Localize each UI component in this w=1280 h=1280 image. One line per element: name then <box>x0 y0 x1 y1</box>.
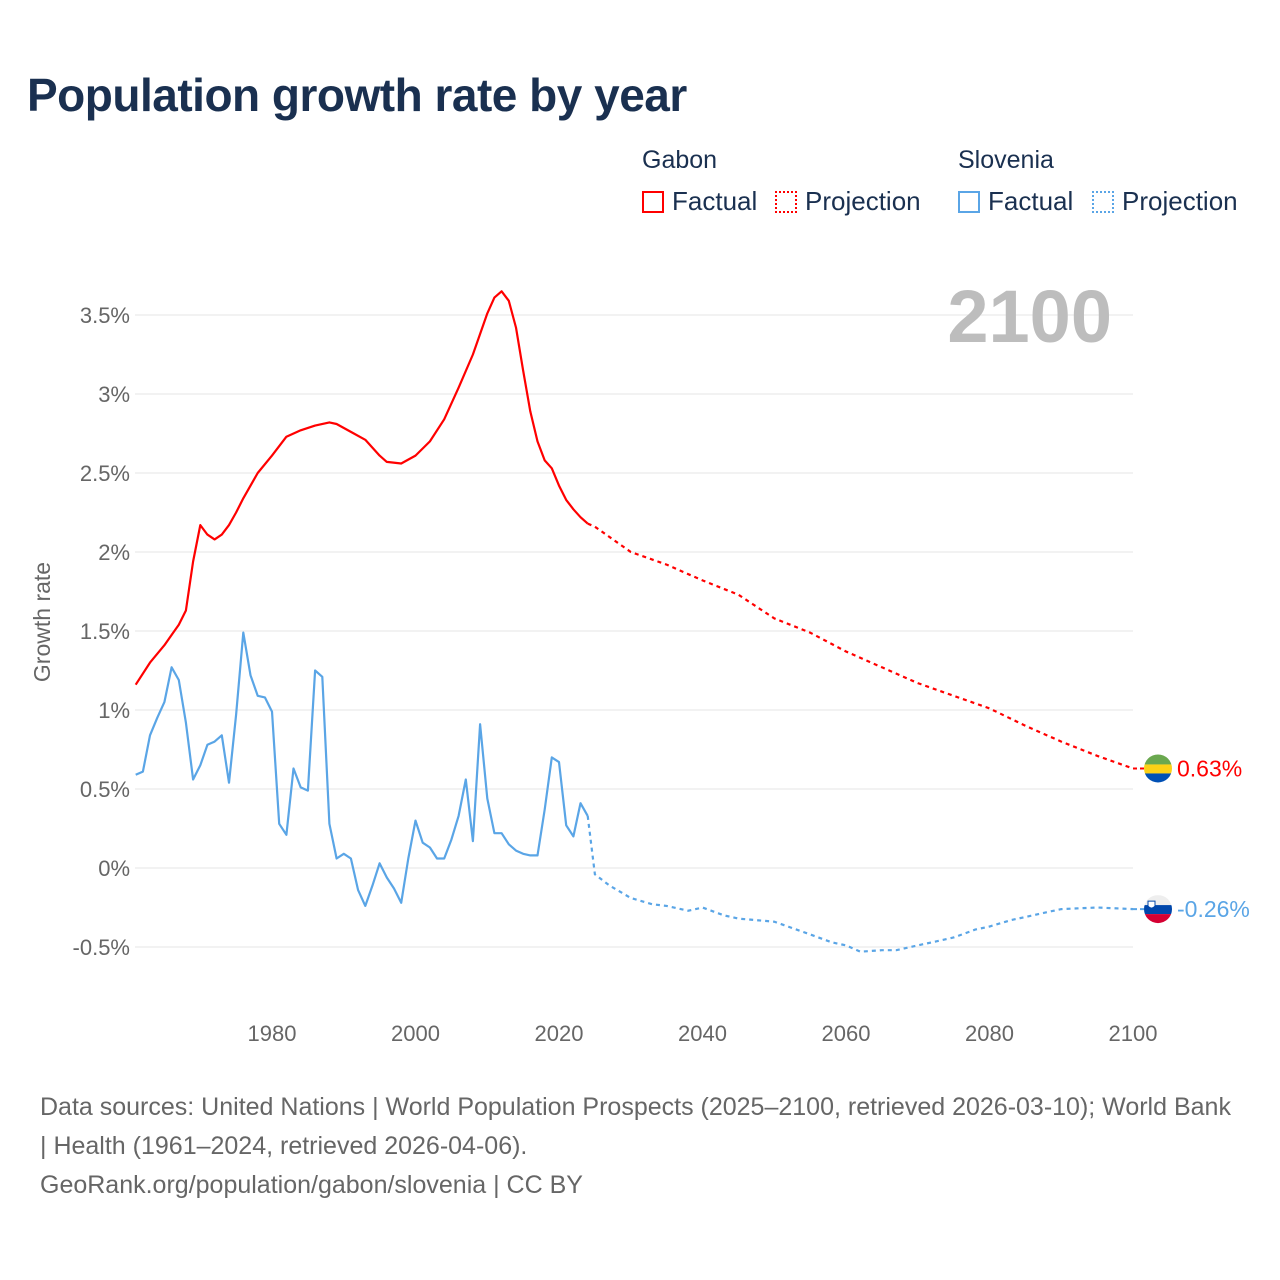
legend-swatch-solid-icon <box>958 190 980 213</box>
x-tick-label: 1980 <box>248 1021 297 1046</box>
legend-label: Factual <box>988 186 1074 216</box>
legend-label: Projection <box>805 186 921 216</box>
x-tick-label: 2020 <box>535 1021 584 1046</box>
legend-slovenia-projection[interactable]: Projection <box>1092 186 1238 217</box>
legend-group-slovenia: Slovenia <box>958 146 1054 174</box>
y-tick-labels: -0.5% 0% 0.5% 1% 1.5% 2% 2.5% 3% 3.5% <box>73 303 130 960</box>
y-axis-label: Growth rate <box>29 562 55 682</box>
series-lines <box>134 290 1134 953</box>
y-tick-label: 2.5% <box>80 461 130 486</box>
legend-swatch-dotted-icon <box>775 190 797 213</box>
chart-title: Population growth rate by year <box>27 69 687 121</box>
legend-swatch-solid-icon <box>642 190 664 213</box>
slovenia-flag-icon <box>1144 895 1172 924</box>
x-tick-label: 2000 <box>391 1021 440 1046</box>
legend-gabon-factual[interactable]: Factual <box>642 186 757 217</box>
line-chart: -0.5% 0% 0.5% 1% 1.5% 2% 2.5% 3% 3.5% 1980 2000 20… <box>29 275 1250 1046</box>
y-tick-label: 1.5% <box>80 619 130 644</box>
gabon-end-value: 0.63% <box>1177 755 1242 781</box>
slovenia-factual-line <box>135 631 589 908</box>
y-tick-label: 0% <box>98 856 130 881</box>
y-tick-label: 0.5% <box>80 777 130 802</box>
year-display: 2100 <box>947 275 1112 358</box>
legend-label: Projection <box>1122 186 1238 216</box>
footer: Data sources: United Nations | World Pop… <box>40 1088 1240 1205</box>
attribution-link[interactable]: GeoRank.org/population/gabon/slovenia | … <box>40 1171 583 1199</box>
x-tick-label: 2060 <box>822 1021 871 1046</box>
legend-slovenia-factual[interactable]: Factual <box>958 186 1073 217</box>
legend-gabon-projection[interactable]: Projection <box>775 186 921 217</box>
gabon-factual-line <box>134 290 589 686</box>
x-tick-label: 2100 <box>1109 1021 1158 1046</box>
x-tick-label: 2080 <box>965 1021 1014 1046</box>
x-tick-label: 2040 <box>678 1021 727 1046</box>
legend-group-gabon: Gabon <box>642 146 718 174</box>
slovenia-end-value: -0.26% <box>1177 896 1250 922</box>
legend-swatch-dotted-icon <box>1092 190 1114 213</box>
data-sources: Data sources: United Nations | World Pop… <box>40 1093 1231 1160</box>
gridlines <box>135 314 1133 948</box>
legend-label: Factual <box>672 186 758 216</box>
gabon-flag-icon <box>1144 754 1172 783</box>
slovenia-projection-line <box>586 815 1134 953</box>
y-tick-label: 1% <box>98 698 130 723</box>
x-tick-labels: 1980 2000 2020 2040 2060 2080 2100 <box>248 1021 1158 1046</box>
gabon-projection-line <box>587 522 1134 770</box>
end-labels: 0.63% -0.26% <box>1133 754 1250 924</box>
y-tick-label: 2% <box>98 540 130 565</box>
y-tick-label: 3% <box>98 382 130 407</box>
y-tick-label: 3.5% <box>80 303 130 328</box>
y-tick-label: -0.5% <box>73 935 130 960</box>
